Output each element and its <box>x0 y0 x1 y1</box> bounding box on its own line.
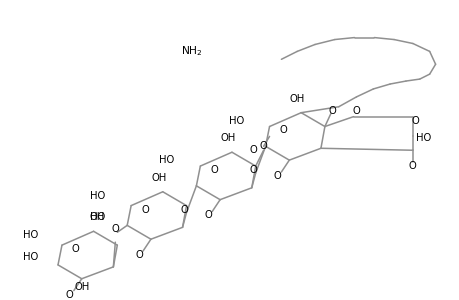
Text: HO: HO <box>23 252 38 262</box>
Text: NH$_2$: NH$_2$ <box>180 44 202 58</box>
Text: OH: OH <box>90 212 105 223</box>
Text: O: O <box>249 145 257 155</box>
Text: O: O <box>352 106 359 116</box>
Text: O: O <box>249 165 257 175</box>
Text: O: O <box>259 141 267 151</box>
Text: O: O <box>135 250 143 260</box>
Text: O: O <box>210 165 218 175</box>
Text: OH: OH <box>74 282 89 292</box>
Text: O: O <box>111 224 119 234</box>
Text: O: O <box>328 106 336 116</box>
Text: OH: OH <box>151 173 166 183</box>
Text: HO: HO <box>90 212 105 223</box>
Text: O: O <box>141 205 149 214</box>
Text: O: O <box>204 211 212 220</box>
Text: O: O <box>180 205 188 214</box>
Text: HO: HO <box>159 155 174 165</box>
Text: O: O <box>411 116 419 126</box>
Text: O: O <box>66 290 73 300</box>
Text: O: O <box>408 161 416 171</box>
Text: HO: HO <box>23 230 38 240</box>
Text: HO: HO <box>415 134 430 143</box>
Text: OH: OH <box>289 94 304 104</box>
Text: O: O <box>72 244 79 254</box>
Text: O: O <box>273 171 281 181</box>
Text: O: O <box>279 125 286 136</box>
Text: HO: HO <box>228 116 243 126</box>
Text: OH: OH <box>220 134 235 143</box>
Text: HO: HO <box>90 191 105 201</box>
